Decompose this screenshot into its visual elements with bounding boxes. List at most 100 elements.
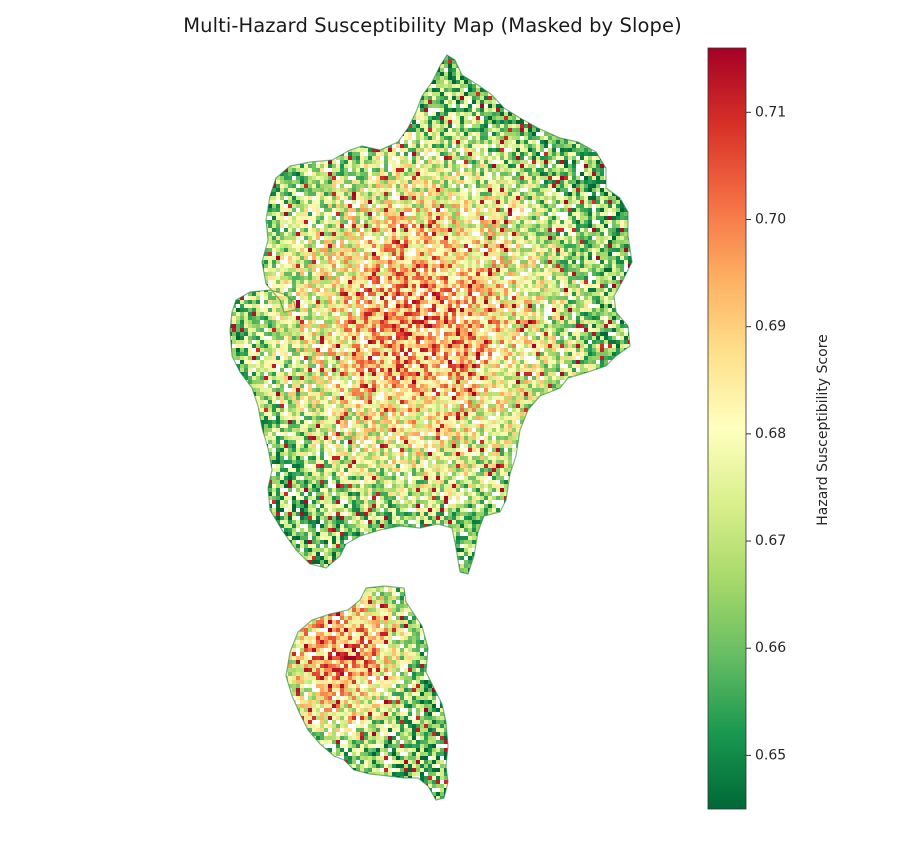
raster-cell <box>500 220 504 224</box>
raster-cell <box>372 184 376 188</box>
raster-cell <box>368 180 372 184</box>
raster-cell <box>464 224 468 228</box>
raster-cell <box>460 176 464 180</box>
raster-cell <box>496 128 500 132</box>
raster-cell <box>460 80 464 84</box>
raster-cell <box>356 188 360 192</box>
raster-cell <box>288 208 292 212</box>
raster-cell <box>292 196 296 200</box>
raster-cell <box>452 76 456 80</box>
raster-cell <box>436 148 440 152</box>
raster-cell <box>528 132 532 136</box>
raster-cell <box>500 212 504 216</box>
raster-cell <box>388 208 392 212</box>
raster-cell <box>368 228 372 232</box>
raster-cell <box>460 156 464 160</box>
raster-cell <box>380 176 384 180</box>
raster-cell <box>480 88 484 92</box>
raster-cell <box>520 224 524 228</box>
raster-cell <box>524 168 528 172</box>
raster-cell <box>408 180 412 184</box>
raster-cell <box>412 168 416 172</box>
raster-cell <box>368 192 372 196</box>
raster-cell <box>568 212 572 216</box>
raster-cell <box>372 152 376 156</box>
raster-cell <box>540 172 544 176</box>
raster-cell <box>404 228 408 232</box>
raster-cell <box>420 156 424 160</box>
raster-cell <box>508 188 512 192</box>
raster-cell <box>432 116 436 120</box>
raster-cell <box>424 232 428 236</box>
raster-cell <box>480 196 484 200</box>
raster-cell <box>324 204 328 208</box>
raster-cell <box>284 200 288 204</box>
raster-cell <box>452 120 456 124</box>
raster-cell <box>296 212 300 216</box>
raster-cell <box>400 156 404 160</box>
raster-cell <box>356 232 360 236</box>
raster-cell <box>304 196 308 200</box>
raster-cell <box>572 200 576 204</box>
raster-cell <box>492 108 496 112</box>
raster-cell <box>468 172 472 176</box>
raster-cell <box>472 128 476 132</box>
raster-cell <box>460 204 464 208</box>
raster-cell <box>412 124 416 128</box>
raster-cell <box>516 224 520 228</box>
raster-cell <box>528 228 532 232</box>
raster-cell <box>440 224 444 228</box>
raster-cell <box>348 224 352 228</box>
raster-cell <box>428 172 432 176</box>
raster-cell <box>360 204 364 208</box>
raster-cell <box>432 160 436 164</box>
raster-cell <box>384 188 388 192</box>
raster-cell <box>496 124 500 128</box>
raster-cell <box>412 184 416 188</box>
raster-cell <box>500 180 504 184</box>
raster-cell <box>344 204 348 208</box>
raster-cell <box>416 216 420 220</box>
raster-cell <box>584 148 588 152</box>
raster-cell <box>436 88 440 92</box>
raster-cell <box>504 184 508 188</box>
raster-cell <box>352 216 356 220</box>
raster-cell <box>584 152 588 156</box>
raster-cell <box>436 184 440 188</box>
raster-cell <box>604 192 608 196</box>
raster-cell <box>480 112 484 116</box>
raster-cell <box>540 196 544 200</box>
raster-cell <box>496 140 500 144</box>
raster-cell <box>556 188 560 192</box>
raster-cell <box>268 200 272 204</box>
raster-cell <box>300 228 304 232</box>
raster-cell <box>300 180 304 184</box>
raster-cell <box>424 200 428 204</box>
raster-cell <box>588 172 592 176</box>
raster-cell <box>496 112 500 116</box>
raster-cell <box>512 128 516 132</box>
raster-cell <box>504 152 508 156</box>
raster-cell <box>536 152 540 156</box>
raster-cell <box>452 224 456 228</box>
raster-cell <box>412 120 416 124</box>
raster-cell <box>568 184 572 188</box>
raster-cell <box>496 192 500 196</box>
raster-cell <box>344 220 348 224</box>
raster-cell <box>384 164 388 168</box>
raster-cell <box>440 140 444 144</box>
raster-cell <box>584 172 588 176</box>
raster-cell <box>484 200 488 204</box>
raster-cell <box>580 172 584 176</box>
raster-cell <box>524 140 528 144</box>
raster-cell <box>516 184 520 188</box>
raster-cell <box>428 156 432 160</box>
raster-cell <box>396 176 400 180</box>
raster-cell <box>588 168 592 172</box>
raster-cell <box>408 228 412 232</box>
raster-cell <box>416 172 420 176</box>
raster-cell <box>580 208 584 212</box>
raster-cell <box>492 184 496 188</box>
raster-cell <box>420 96 424 100</box>
raster-cell <box>376 228 380 232</box>
